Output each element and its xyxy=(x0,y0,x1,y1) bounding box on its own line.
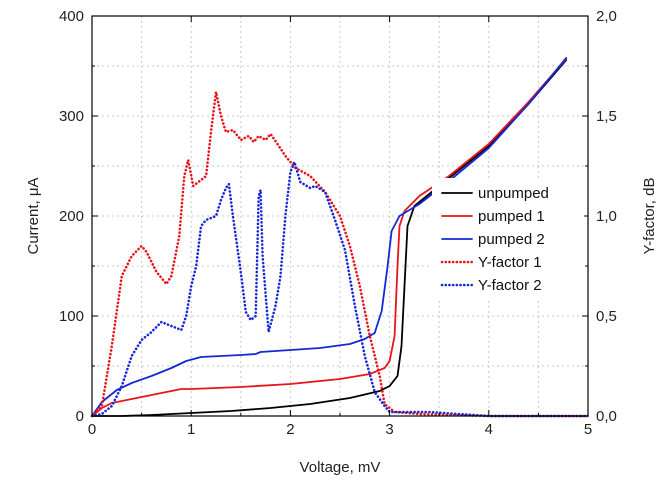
series-pumped-1 xyxy=(91,58,568,417)
legend-label: unpumped xyxy=(478,185,549,202)
x-tick-label: 5 xyxy=(584,421,592,438)
ticks: 0 1 2 3 4 5 0 100 200 300 400 0,0 0,5 1,0 1,5 2,0 xyxy=(59,8,617,438)
legend-label: Y-factor 1 xyxy=(478,254,542,271)
series-y-factor-1 xyxy=(90,90,590,418)
y-left-tick-label: 300 xyxy=(59,108,84,125)
x-tick-label: 0 xyxy=(88,421,96,438)
series-y-factor-2 xyxy=(90,160,590,418)
y-left-tick-label: 100 xyxy=(59,308,84,325)
x-tick-label: 2 xyxy=(286,421,294,438)
y-right-tick-label: 0,0 xyxy=(596,408,617,425)
x-tick-label: 4 xyxy=(485,421,493,438)
y-right-tick-label: 2,0 xyxy=(596,8,617,25)
y-right-tick-label: 1,0 xyxy=(596,208,617,225)
series-layer xyxy=(90,57,590,418)
series-pumped-2 xyxy=(91,57,568,417)
y-right-axis-title: Y-factor, dB xyxy=(641,178,658,255)
y-left-axis-title: Current, μA xyxy=(25,178,42,255)
legend-label: pumped 2 xyxy=(478,231,545,248)
legend: unpumped pumped 1 pumped 2 Y-factor 1 Y-fact… xyxy=(432,178,584,300)
y-left-tick-label: 400 xyxy=(59,8,84,25)
x-tick-label: 1 xyxy=(187,421,195,438)
y-right-tick-label: 1,5 xyxy=(596,108,617,125)
legend-label: pumped 1 xyxy=(478,208,545,225)
y-left-tick-label: 0 xyxy=(76,408,84,425)
y-left-tick-label: 200 xyxy=(59,208,84,225)
legend-label: Y-factor 2 xyxy=(478,277,542,294)
x-tick-label: 3 xyxy=(385,421,393,438)
y-right-tick-label: 0,5 xyxy=(596,308,617,325)
x-axis-title: Voltage, mV xyxy=(300,459,381,476)
